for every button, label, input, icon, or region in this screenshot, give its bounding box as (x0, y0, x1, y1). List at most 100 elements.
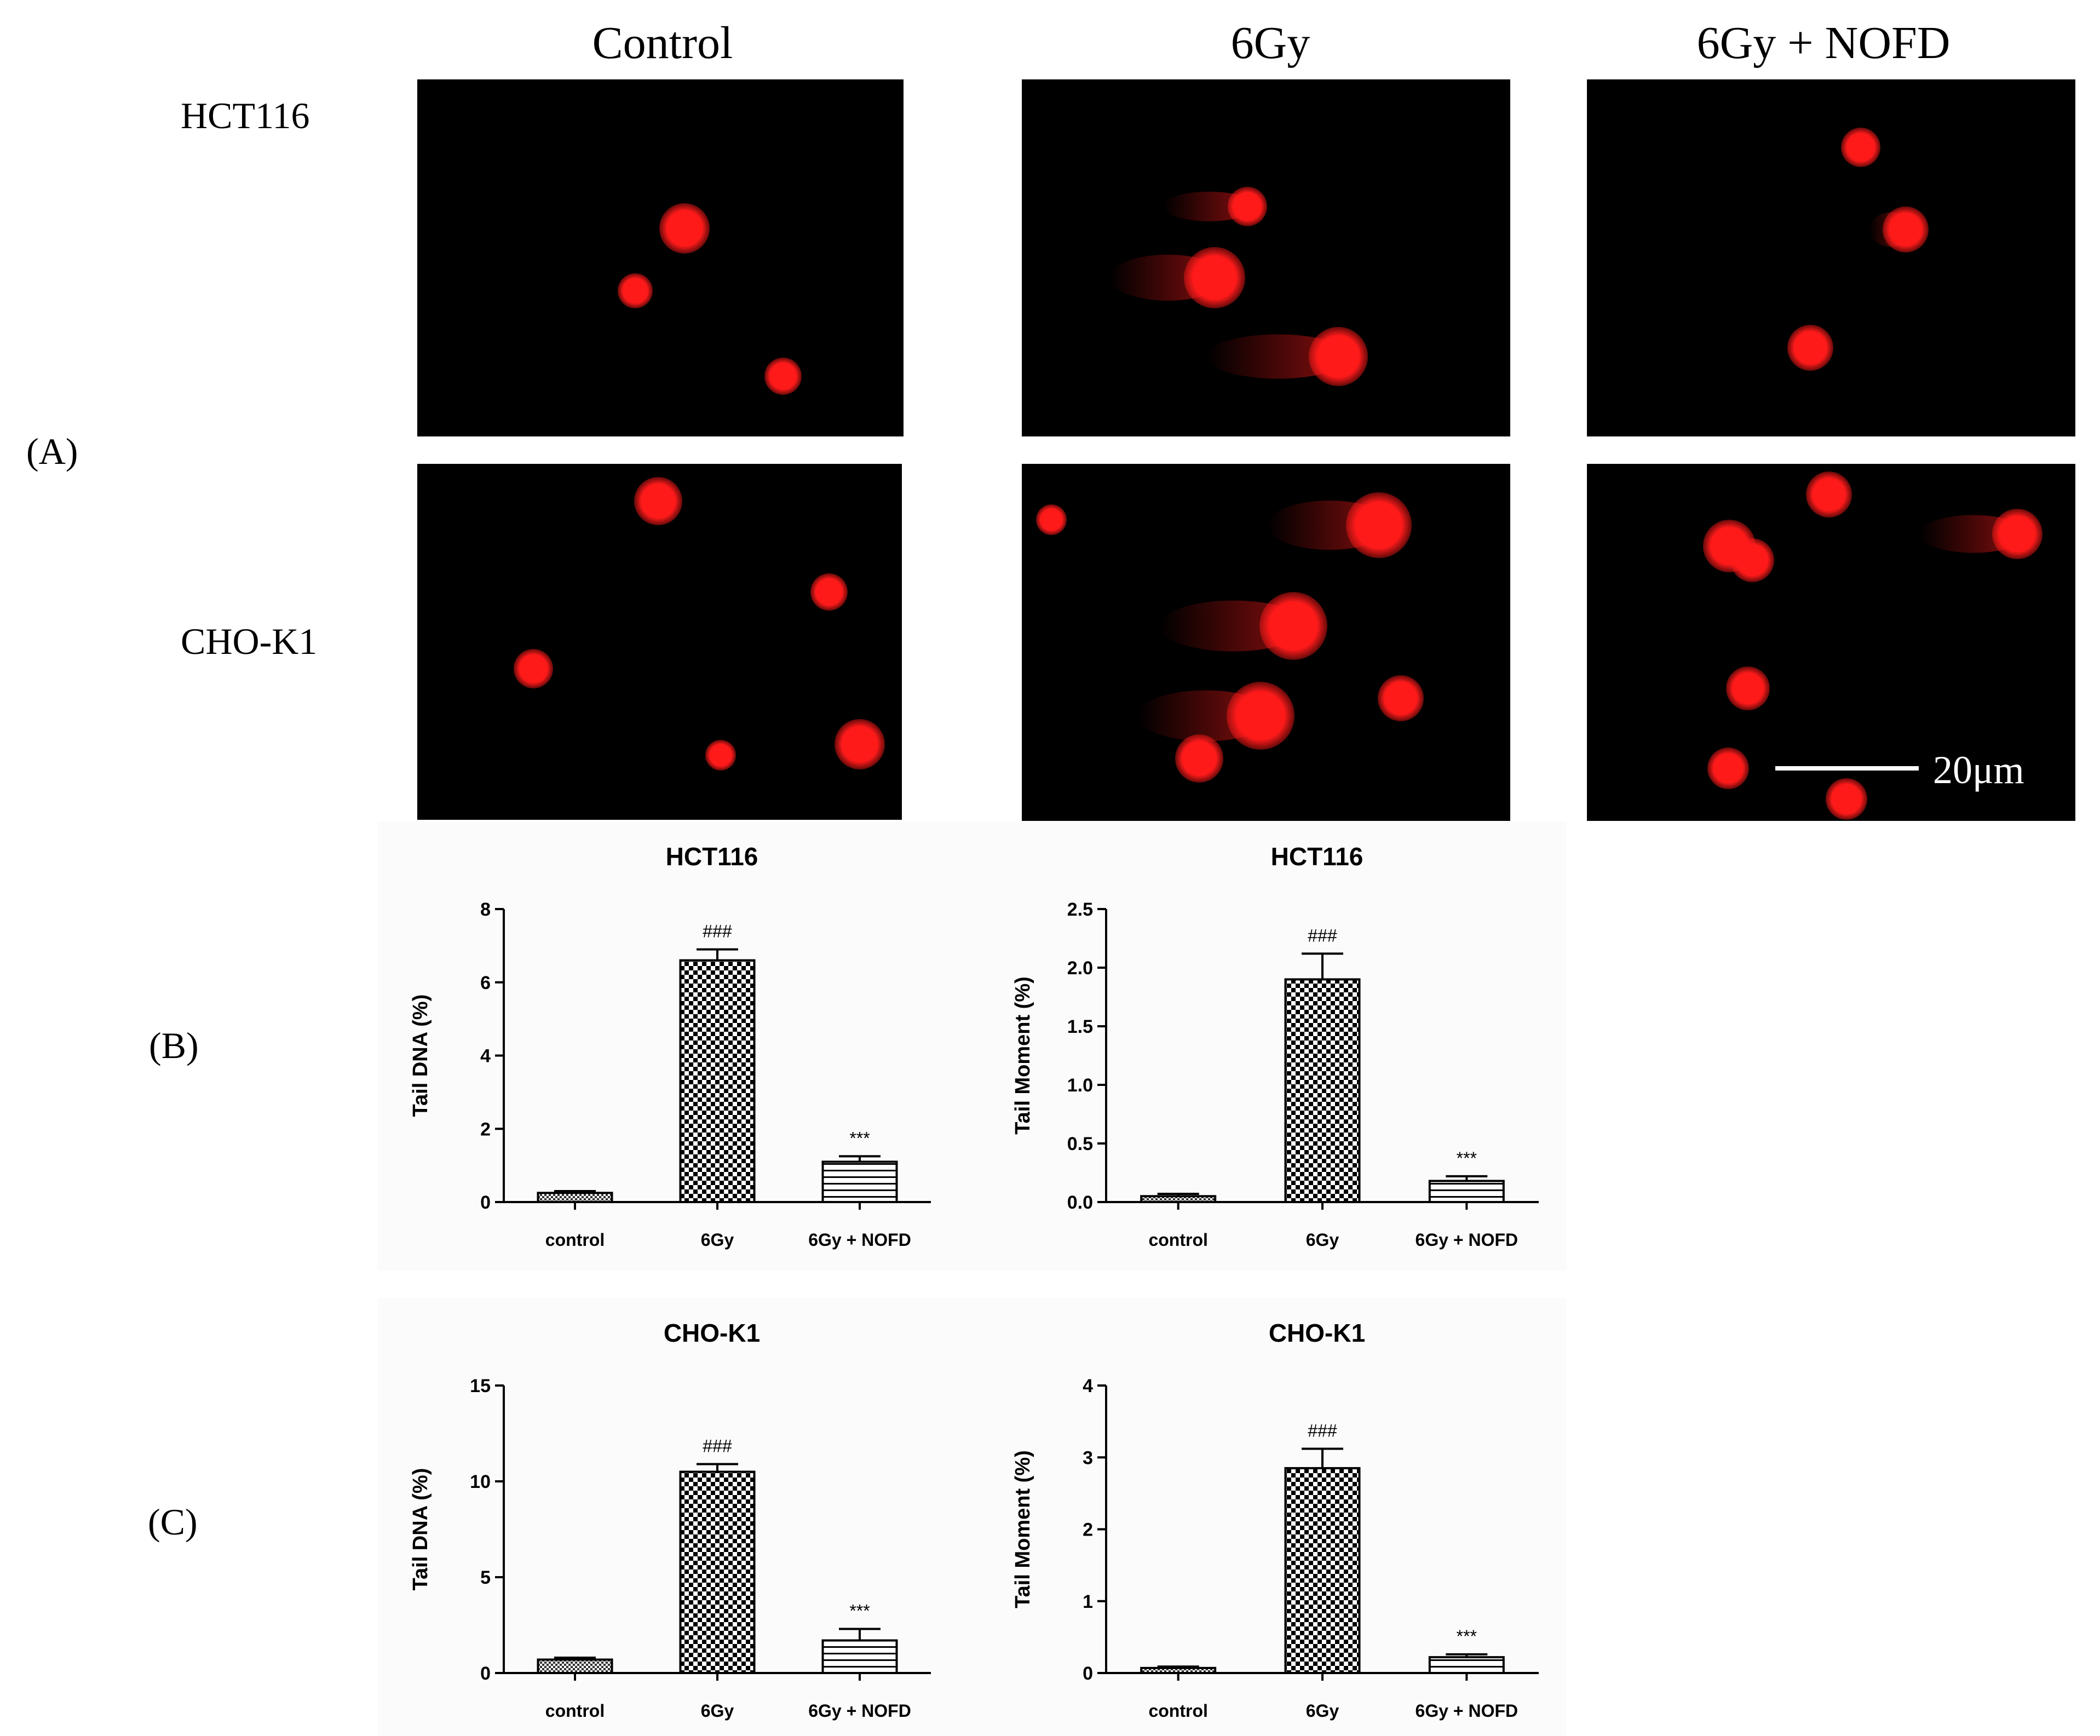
bar-control (537, 1658, 613, 1674)
bar-control (1140, 1666, 1217, 1674)
comet-nucleus (618, 273, 653, 308)
x-tick-label: 6Gy + NOFD (808, 1701, 911, 1721)
bar-6gy-nofd (1428, 1180, 1505, 1203)
x-tick-label: control (1148, 1701, 1207, 1721)
x-tick-label: control (545, 1701, 605, 1721)
comet-nucleus (1184, 247, 1245, 308)
y-tick-label: 10 (470, 1471, 491, 1492)
y-axis-label: Tail Moment (%) (1011, 1450, 1034, 1608)
x-tick-label: 6Gy (701, 1701, 734, 1721)
comet-nucleus (1841, 128, 1880, 167)
panel-label-c: (C) (148, 1501, 198, 1543)
y-tick-label: 8 (480, 899, 491, 920)
row-label-hct116: HCT116 (181, 95, 310, 136)
bar-6gy-nofd (821, 1160, 898, 1203)
bar-6gy (1284, 978, 1361, 1203)
comet-nucleus (1259, 592, 1327, 660)
comet-nucleus (1726, 666, 1770, 710)
comet-nucleus (1036, 504, 1067, 535)
significance-label: ### (703, 922, 732, 941)
y-tick-label: 2.5 (1067, 899, 1093, 920)
y-tick-label: 6 (480, 973, 491, 993)
significance-label: *** (1457, 1626, 1477, 1646)
panel-label-b: (B) (149, 1025, 199, 1066)
comet-nucleus (1228, 187, 1267, 226)
bar-6gy (679, 1470, 756, 1674)
comet-nucleus (810, 573, 848, 611)
comet-nucleus (1730, 538, 1774, 582)
x-tick-label: 6Gy + NOFD (808, 1230, 911, 1250)
y-tick-label: 0.0 (1067, 1192, 1093, 1213)
micrograph-hct116-6gy (1022, 79, 1510, 436)
comet-nucleus (1175, 734, 1223, 783)
y-tick-label: 5 (480, 1567, 491, 1588)
significance-label: ### (1308, 926, 1337, 945)
y-axis-label: Tail DNA (%) (409, 995, 432, 1117)
comet-nucleus (1227, 682, 1294, 750)
comet-nucleus (705, 740, 736, 771)
column-title-6gy: 6Gy (1230, 18, 1310, 68)
y-tick-label: 0.5 (1067, 1134, 1093, 1154)
y-axis-label: Tail DNA (%) (409, 1468, 432, 1591)
micrograph-cho-k1-6gy-nofd (1587, 464, 2075, 821)
micrograph-hct116-control (417, 79, 904, 436)
chart-panel-b-tail-dna: HCT116 Tail DNA (%) 0 2 4 6 8 control ### 6Gy *** 6… (378, 821, 1002, 1271)
comet-nucleus (835, 719, 885, 769)
comet-nucleus (1346, 492, 1412, 558)
scale-bar (1775, 766, 1919, 771)
comet-nucleus (1787, 325, 1833, 371)
bar-control (1140, 1195, 1217, 1203)
row-label-cho-k1: CHO-K1 (181, 620, 318, 662)
bar-6gy-nofd (821, 1639, 898, 1674)
chart-panel-c-tail-moment: CHO-K1 Tail Moment (%) 0 1 2 3 4 control ### 6Gy *… (1002, 1298, 1566, 1736)
y-tick-label: 1.0 (1067, 1075, 1093, 1096)
bar-6gy (1284, 1467, 1361, 1674)
significance-label: ### (1308, 1421, 1337, 1441)
y-tick-label: 2 (480, 1119, 491, 1140)
micrograph-hct116-6gy-nofd (1587, 79, 2075, 436)
x-tick-label: 6Gy (701, 1230, 734, 1250)
y-tick-label: 1.5 (1067, 1016, 1093, 1037)
y-tick-label: 1 (1083, 1591, 1093, 1612)
x-tick-label: 6Gy (1306, 1230, 1339, 1250)
scale-bar-label: 20μm (1933, 748, 2024, 792)
comet-nucleus (1883, 206, 1929, 252)
significance-label: ### (703, 1436, 732, 1456)
comet-nucleus (1309, 327, 1368, 386)
comet-nucleus (1806, 472, 1852, 518)
micrograph-cho-k1-6gy (1022, 464, 1510, 821)
comet-nucleus (1992, 509, 2043, 559)
y-tick-label: 4 (480, 1046, 491, 1067)
comet-nucleus (1378, 675, 1424, 721)
micrograph-cho-k1-control (417, 464, 902, 820)
y-tick-label: 15 (470, 1376, 491, 1396)
y-tick-label: 4 (1083, 1376, 1093, 1396)
bar-control (537, 1192, 613, 1203)
comet-nucleus (514, 649, 553, 688)
chart-title: CHO-K1 (664, 1319, 760, 1347)
comet-nucleus (764, 358, 802, 395)
significance-label: *** (1457, 1148, 1477, 1168)
bar-6gy (679, 959, 756, 1203)
comet-nucleus (659, 203, 710, 254)
chart-panel-c-tail-dna: CHO-K1 Tail DNA (%) 0 5 10 15 control ### 6Gy ***… (378, 1298, 1002, 1736)
chart-title: HCT116 (1271, 842, 1363, 871)
chart-panel-b-tail-moment: HCT116 Tail Moment (%) 0.0 0.5 1.0 1.5 2.0 2.5 c… (1002, 821, 1566, 1271)
significance-label: *** (849, 1128, 870, 1148)
comet-nucleus (634, 477, 682, 525)
y-axis-label: Tail Moment (%) (1011, 976, 1034, 1135)
x-tick-label: 6Gy + NOFD (1416, 1230, 1518, 1250)
y-tick-label: 0 (1083, 1663, 1093, 1684)
x-tick-label: control (1148, 1230, 1207, 1250)
x-tick-label: control (545, 1230, 605, 1250)
chart-title: CHO-K1 (1269, 1319, 1365, 1347)
significance-label: *** (849, 1601, 870, 1621)
y-tick-label: 0 (480, 1192, 491, 1213)
comet-nucleus (1707, 748, 1749, 789)
y-tick-label: 3 (1083, 1447, 1093, 1468)
y-tick-label: 2.0 (1067, 958, 1093, 979)
column-title-control: Control (592, 18, 733, 68)
x-tick-label: 6Gy + NOFD (1416, 1701, 1518, 1721)
comet-nucleus (1826, 778, 1867, 820)
